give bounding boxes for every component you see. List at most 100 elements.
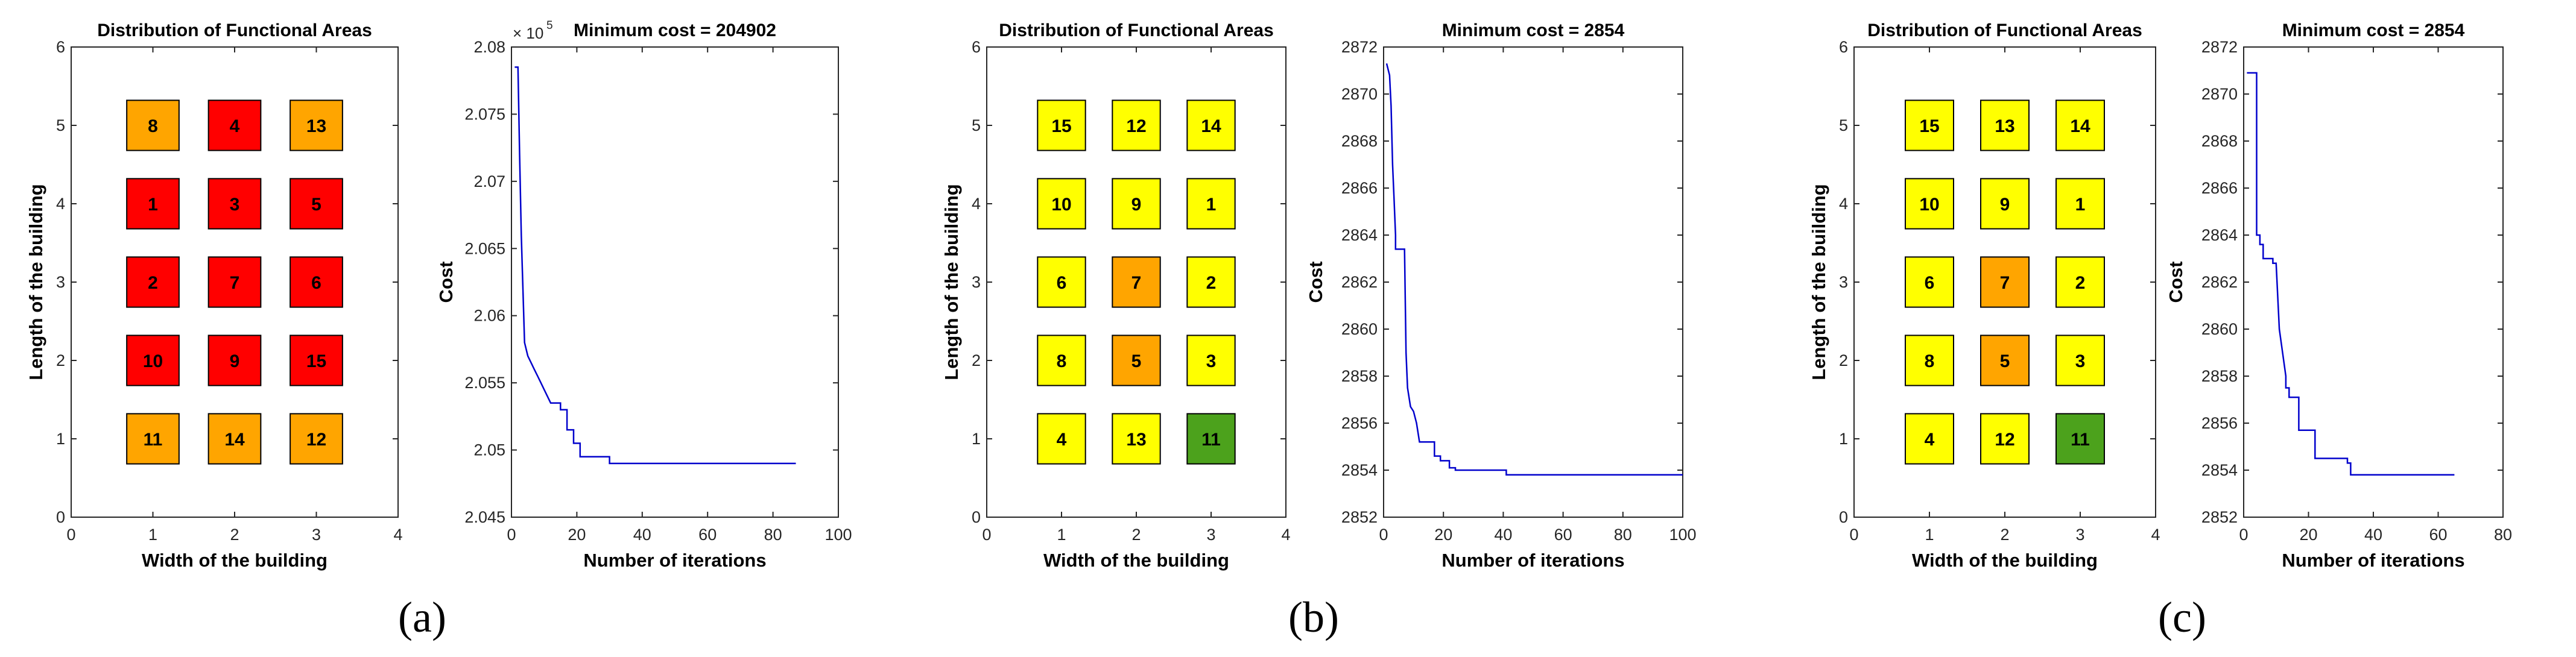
layout-1-xtick-label: 2 [1131,526,1141,544]
area-cell [1112,413,1161,465]
layout-xlabel: Width of the building [1043,550,1229,571]
area-cell-label: 12 [1126,116,1146,136]
area-cell [1905,178,1954,230]
layout-1-ytick-label: 5 [972,116,981,134]
conv-2-ytick-label: 2860 [2201,320,2238,338]
conv-0-xtick-label: 60 [698,526,717,544]
layout-2-ytick-label: 6 [1839,38,1848,56]
area-cell-label: 15 [306,351,326,371]
layout-title: Distribution of Functional Areas [97,20,372,40]
layout-2-xtick-label: 4 [2151,526,2160,544]
area-cell-label: 10 [143,351,163,371]
area-cell-label: 8 [148,116,158,136]
conv-0-ytick-label: 2.05 [473,441,505,459]
area-cell [126,99,180,151]
area-cell [1186,413,1236,465]
conv-2-ytick-label: 2856 [2201,414,2238,432]
area-cell-label: 6 [1057,273,1067,293]
conv-0-xtick-label: 100 [824,526,852,544]
conv-xlabel: Number of iterations [1441,550,1624,571]
layout-2-ytick-label: 2 [1839,351,1848,369]
area-cell-label: 7 [1131,273,1142,293]
conv-ylabel: Cost [435,262,457,303]
area-cell [290,335,343,386]
conv-2-ytick-label: 2872 [2201,38,2238,56]
conv-1-ytick-label: 2870 [1341,85,1378,103]
area-cell-label: 2 [148,273,158,293]
area-cell [1905,256,1954,308]
panel-label: (c) [2158,593,2206,641]
conv-2-xtick-label: 20 [2299,526,2317,544]
area-cell-label: 13 [306,116,326,136]
area-cell [1905,335,1954,386]
conv-2-xtick-label: 40 [2364,526,2382,544]
area-cell [1037,99,1086,151]
conv-0-ytick-label: 2.055 [464,374,505,392]
conv-2-ytick-label: 2852 [2201,508,2238,526]
cost-series-line [514,66,796,465]
layout-0-ytick-label: 6 [56,38,65,56]
area-cell [1112,335,1161,386]
conv-0-axes: 0 20 40 60 80 100 2.045 2.05 2.055 2.06 2.065 2.07 2… [464,38,852,544]
layout-2-xtick-label: 2 [2000,526,2009,544]
layout-0-xtick-label: 1 [148,526,157,544]
conv-1-ytick-label: 2872 [1341,38,1378,56]
layout-2-ytick-label: 1 [1839,430,1848,448]
layout-0-ytick-label: 5 [56,116,65,134]
area-cell-label: 12 [306,430,326,450]
layout-ylabel: Length of the building [941,184,962,380]
conv-xlabel: Number of iterations [583,550,766,571]
conv-0-ytick-label: 2.06 [473,307,505,325]
area-cell [290,413,343,465]
conv-1-xtick-label: 80 [1614,526,1632,544]
conv-0-xtick-label: 40 [633,526,651,544]
area-cell-label: 15 [1051,116,1071,136]
conv-1-ytick-label: 2856 [1341,414,1378,432]
layout-xlabel: Width of the building [142,550,328,571]
conv-2-ytick-label: 2858 [2201,367,2238,385]
area-cell [207,99,262,151]
layout-1-ytick-label: 1 [972,430,981,448]
area-cell [1112,178,1161,230]
conv-2-ytick-label: 2854 [2201,461,2238,479]
area-cell [1037,178,1086,230]
conv-multiplier-exp: 5 [546,19,553,32]
area-cell-label: 2 [1206,273,1217,293]
conv-1-xtick-label: 60 [1554,526,1572,544]
area-cell [1980,256,2030,308]
area-cell-label: 9 [1131,195,1142,215]
area-cell [290,99,343,151]
area-cell [1186,335,1236,386]
area-cell-label: 9 [2000,195,2010,215]
conv-1-axes: 0 20 40 60 80 100 2852 2854 2856 2858 2860 2862 2864… [1341,38,1697,544]
area-cell-label: 4 [1925,430,1935,450]
area-cell-label: 5 [2000,351,2010,371]
area-cell-label: 3 [2075,351,2086,371]
layout-0-ytick-label: 2 [56,351,65,369]
area-cell [126,256,180,308]
layout-2-ytick-label: 4 [1839,195,1848,213]
conv-ylabel: Cost [1305,262,1326,303]
conv-0-xtick-label: 0 [507,526,516,544]
area-cell [1112,99,1161,151]
area-cell [2055,99,2105,151]
area-cell-label: 10 [1051,195,1071,215]
conv-1-ytick-label: 2864 [1341,226,1378,244]
conv-1-plot-frame [1383,46,1683,518]
cost-series-line [2247,72,2455,476]
area-cell [2055,335,2105,386]
area-cell [2055,413,2105,465]
layout-1-ytick-label: 4 [972,195,981,213]
area-cell [1905,99,1954,151]
area-cell [1037,413,1086,465]
conv-2-xtick-label: 0 [2239,526,2248,544]
conv-2-ytick-label: 2866 [2201,179,2238,197]
area-cell-label: 8 [1925,351,1935,371]
conv-0-ytick-label: 2.045 [464,508,505,526]
layout-0-xtick-label: 4 [393,526,402,544]
layout-1-xtick-label: 4 [1281,526,1290,544]
layout-2-xtick-label: 0 [1849,526,1858,544]
area-cell [1186,178,1236,230]
layout-0-ytick-label: 3 [56,273,65,291]
